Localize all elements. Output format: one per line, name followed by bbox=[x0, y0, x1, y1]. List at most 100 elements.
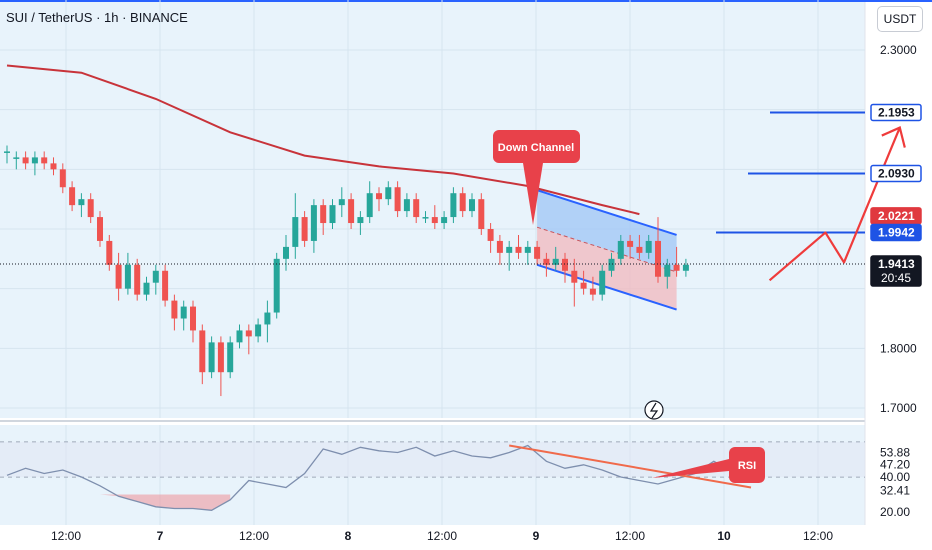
candle-body bbox=[664, 265, 670, 277]
candle-body bbox=[516, 247, 522, 253]
price-tag-label: 1.9942 bbox=[878, 225, 915, 239]
candle-body bbox=[209, 342, 215, 372]
candle-body bbox=[134, 265, 140, 295]
symbol-title[interactable]: SUI / TetherUS · 1h · BINANCE bbox=[6, 10, 188, 25]
candle-body bbox=[413, 199, 419, 217]
price-tag-label: 2.1953 bbox=[878, 105, 915, 119]
candle-body bbox=[432, 217, 438, 223]
candle-body bbox=[106, 241, 112, 265]
candle-body bbox=[655, 241, 661, 277]
candle-body bbox=[460, 193, 466, 211]
time-tick-label: 12:00 bbox=[427, 529, 457, 543]
candle-body bbox=[581, 283, 587, 289]
price-tag-label: 2.0930 bbox=[878, 167, 915, 181]
candle-body bbox=[292, 217, 298, 247]
candle-body bbox=[571, 271, 577, 283]
candle-body bbox=[237, 330, 243, 342]
time-tick-label: 12:00 bbox=[615, 529, 645, 543]
candle-body bbox=[199, 330, 205, 372]
candle-body bbox=[227, 342, 233, 372]
candle-body bbox=[497, 241, 503, 253]
candle-body bbox=[357, 217, 363, 223]
rsi-tick-label: 32.41 bbox=[880, 483, 910, 497]
candle-body bbox=[478, 199, 484, 229]
candle-body bbox=[320, 205, 326, 223]
candle-body bbox=[4, 151, 10, 153]
candle-body bbox=[618, 241, 624, 259]
candle-body bbox=[255, 324, 261, 336]
price-tag-label: 2.0221 bbox=[878, 209, 915, 223]
time-tick-label: 10 bbox=[717, 529, 731, 543]
time-tick-label: 12:00 bbox=[803, 529, 833, 543]
ui-icons[interactable] bbox=[645, 401, 663, 419]
candle-body bbox=[562, 259, 568, 271]
price-tag-countdown: 20:45 bbox=[881, 271, 911, 285]
time-tick-label: 7 bbox=[157, 529, 164, 543]
candle-body bbox=[450, 193, 456, 217]
candle-body bbox=[534, 247, 540, 259]
candle-body bbox=[674, 265, 680, 271]
lightning-icon bbox=[645, 401, 663, 419]
candle-body bbox=[599, 271, 605, 295]
candle-body bbox=[190, 307, 196, 331]
time-tick-label: 9 bbox=[533, 529, 540, 543]
candle-body bbox=[274, 259, 280, 313]
candle-body bbox=[116, 265, 122, 289]
candle-body bbox=[590, 289, 596, 295]
candle-body bbox=[218, 342, 224, 372]
candle-body bbox=[376, 193, 382, 199]
candle-body bbox=[51, 163, 57, 169]
time-tick-label: 12:00 bbox=[51, 529, 81, 543]
candle-body bbox=[88, 199, 94, 217]
candle-body bbox=[264, 313, 270, 325]
candle-body bbox=[60, 169, 66, 187]
candle-body bbox=[153, 271, 159, 283]
time-tick-label: 8 bbox=[345, 529, 352, 543]
candle-body bbox=[367, 193, 373, 217]
price-tick-label: 1.7000 bbox=[880, 401, 917, 415]
candle-body bbox=[525, 247, 531, 253]
price-panel-background bbox=[0, 0, 865, 418]
rsi-tick-label: 40.00 bbox=[880, 470, 910, 484]
candle-body bbox=[646, 241, 652, 253]
currency-button[interactable]: USDT bbox=[877, 6, 923, 32]
rsi-callout-label: RSI bbox=[738, 460, 756, 472]
time-tick-label: 12:00 bbox=[239, 529, 269, 543]
price-tick-label: 2.3000 bbox=[880, 43, 917, 57]
candle-body bbox=[144, 283, 150, 295]
price-tag-label: 1.9413 bbox=[878, 257, 915, 271]
candle-body bbox=[385, 187, 391, 199]
candle-body bbox=[69, 187, 75, 205]
candle-body bbox=[181, 307, 187, 319]
candle-body bbox=[423, 217, 429, 219]
candle-body bbox=[469, 199, 475, 211]
candle-body bbox=[311, 205, 317, 241]
candle-body bbox=[13, 157, 19, 159]
candle-body bbox=[283, 247, 289, 259]
candle-body bbox=[404, 199, 410, 211]
candle-body bbox=[395, 187, 401, 211]
candle-body bbox=[23, 157, 29, 163]
candle-body bbox=[488, 229, 494, 241]
candle-body bbox=[97, 217, 103, 241]
candle-body bbox=[330, 205, 336, 223]
candle-body bbox=[636, 247, 642, 253]
candle-body bbox=[348, 199, 354, 223]
price-tick-label: 1.8000 bbox=[880, 341, 917, 355]
candle-body bbox=[627, 241, 633, 247]
candle-body bbox=[125, 265, 131, 289]
candle-body bbox=[683, 265, 689, 271]
candle-body bbox=[302, 217, 308, 241]
candle-body bbox=[506, 247, 512, 253]
candle-body bbox=[339, 199, 345, 205]
down-channel-callout-label: Down Channel bbox=[498, 142, 574, 154]
candle-body bbox=[162, 271, 168, 301]
candle-body bbox=[78, 199, 84, 205]
candle-body bbox=[609, 259, 615, 271]
candle-body bbox=[41, 157, 47, 163]
rsi-tick-label: 20.00 bbox=[880, 505, 910, 519]
candle-body bbox=[441, 217, 447, 223]
candle-body bbox=[246, 330, 252, 336]
candle-body bbox=[171, 301, 177, 319]
